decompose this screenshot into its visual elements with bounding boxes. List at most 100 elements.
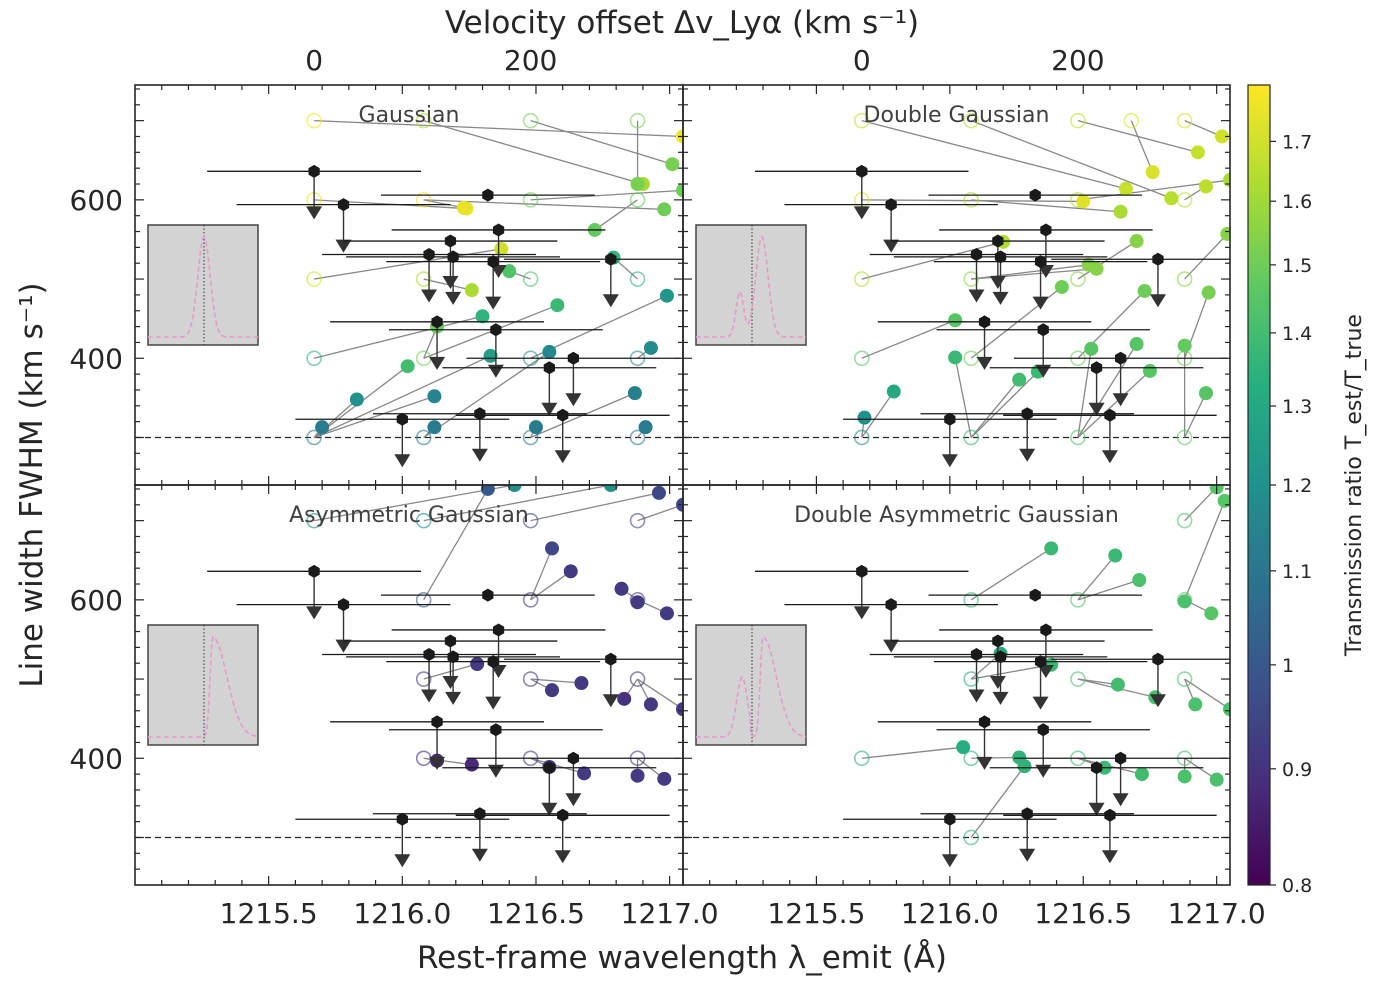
upper-limit-arrow-head xyxy=(989,276,1006,290)
true-value-marker xyxy=(963,112,979,129)
upper-limit-arrow-head xyxy=(1088,802,1105,816)
estimated-value-point xyxy=(545,683,560,698)
colorbar-tick-label: 0.9 xyxy=(1282,759,1312,781)
measurement-marker xyxy=(992,234,1004,248)
inset-box xyxy=(695,224,807,346)
true-value-marker xyxy=(963,429,979,446)
upper-limit-arrow-head xyxy=(1149,294,1166,308)
colorbar-tick-label: 1.3 xyxy=(1282,396,1312,418)
inset-profile-curve xyxy=(148,635,259,738)
true-value-marker xyxy=(306,512,322,529)
upper-limit-arrow-head xyxy=(541,802,558,816)
connector-line xyxy=(970,371,1039,438)
upper-limit-arrow-head xyxy=(941,854,958,868)
measurement-marker xyxy=(444,634,457,648)
true-value-marker xyxy=(629,429,646,446)
true-value-marker xyxy=(629,192,646,208)
measurement-marker xyxy=(944,412,956,426)
measurement-marker xyxy=(1021,407,1033,421)
connector-line xyxy=(971,664,1052,680)
measurement-marker xyxy=(543,761,555,775)
measurement-marker xyxy=(1029,588,1041,602)
colorbar-tick-label: 1.7 xyxy=(1282,131,1312,153)
colorbar-title: Transmission ratio T_est/T_true xyxy=(1342,314,1367,657)
estimated-value-point xyxy=(502,264,517,279)
estimated-value-point xyxy=(494,241,509,256)
measurement-marker xyxy=(487,655,499,669)
true-value-marker xyxy=(1176,271,1193,287)
connector-line xyxy=(313,248,502,280)
measurement-marker xyxy=(490,323,502,337)
estimated-value-point xyxy=(651,485,666,500)
estimated-value-point xyxy=(483,348,498,363)
estimated-value-point xyxy=(528,420,543,435)
estimated-value-point xyxy=(1108,548,1123,563)
y-axis-title: Line width FWHM (km s⁻¹) xyxy=(14,282,50,687)
measurement-marker xyxy=(396,412,408,426)
panel-3: Asymmetric Gaussian 1215.5 1216.0 1216.5 121… xyxy=(70,484,719,930)
estimated-value-point xyxy=(1223,702,1230,717)
upper-limit-arrow-head xyxy=(565,393,582,407)
estimated-value-point xyxy=(1012,372,1027,387)
true-value-marker xyxy=(1070,112,1086,129)
measurement-marker xyxy=(1104,808,1116,822)
upper-limit-arrow-head xyxy=(421,689,438,703)
true-value-marker xyxy=(415,271,432,287)
estimated-value-point xyxy=(464,757,479,772)
true-value-marker xyxy=(1123,112,1140,129)
estimated-value-point xyxy=(665,157,680,172)
measurement-marker xyxy=(605,652,617,666)
measurement-marker xyxy=(557,808,569,822)
y-tick-label: 600 xyxy=(70,184,123,217)
connector-line xyxy=(530,492,660,522)
measurement-marker xyxy=(885,598,897,612)
measurement-marker xyxy=(1021,807,1033,821)
true-value-marker xyxy=(522,671,539,687)
true-value-marker xyxy=(415,112,432,129)
true-value-marker xyxy=(415,592,432,608)
connector-line xyxy=(594,199,638,231)
measurement-marker xyxy=(1090,361,1103,375)
upper-limit-arrow-head xyxy=(1019,448,1036,462)
measurement-marker xyxy=(543,361,555,375)
upper-limit-arrow-head xyxy=(306,606,323,620)
estimated-value-point xyxy=(617,691,632,706)
true-value-marker xyxy=(629,512,646,529)
connector-line xyxy=(970,120,1172,199)
x-tick-label: 1216.0 xyxy=(901,897,999,930)
true-value-marker xyxy=(963,671,979,687)
inset-profile-curve xyxy=(696,235,806,338)
connector-line xyxy=(970,765,1026,838)
upper-limit-arrow-head xyxy=(1037,664,1054,678)
estimated-value-point xyxy=(886,384,901,399)
connector-line xyxy=(970,379,1020,438)
estimated-value-point xyxy=(577,766,592,781)
estimated-value-point xyxy=(956,740,971,755)
estimated-value-point xyxy=(1137,283,1152,298)
upper-limit-arrow-head xyxy=(490,664,507,678)
measurement-marker xyxy=(490,723,502,737)
connector-line xyxy=(954,357,972,438)
upper-limit-arrow-head xyxy=(485,296,502,310)
x-tick-label: 1216.0 xyxy=(353,897,451,930)
upper-limit-arrow-head xyxy=(1112,793,1129,807)
upper-limit-arrow-head xyxy=(602,294,619,308)
true-value-marker xyxy=(853,271,870,287)
connector-line xyxy=(1077,555,1116,601)
inset-profile-curve xyxy=(696,635,807,738)
inset-box xyxy=(147,224,259,346)
estimated-value-point xyxy=(349,392,364,407)
panel-ticks xyxy=(683,485,1230,885)
y-tick-label: 400 xyxy=(70,342,123,375)
estimated-value-point xyxy=(657,771,672,786)
measurement-marker xyxy=(396,812,408,826)
connector-line xyxy=(313,355,491,439)
true-value-marker xyxy=(1176,512,1193,529)
inset-profile-curve xyxy=(148,235,258,338)
upper-limit-arrow-head xyxy=(1035,764,1052,778)
upper-limit-arrow-head xyxy=(554,850,571,864)
estimated-value-point xyxy=(400,359,415,374)
estimated-value-point xyxy=(948,313,963,328)
connector-line xyxy=(530,678,582,684)
